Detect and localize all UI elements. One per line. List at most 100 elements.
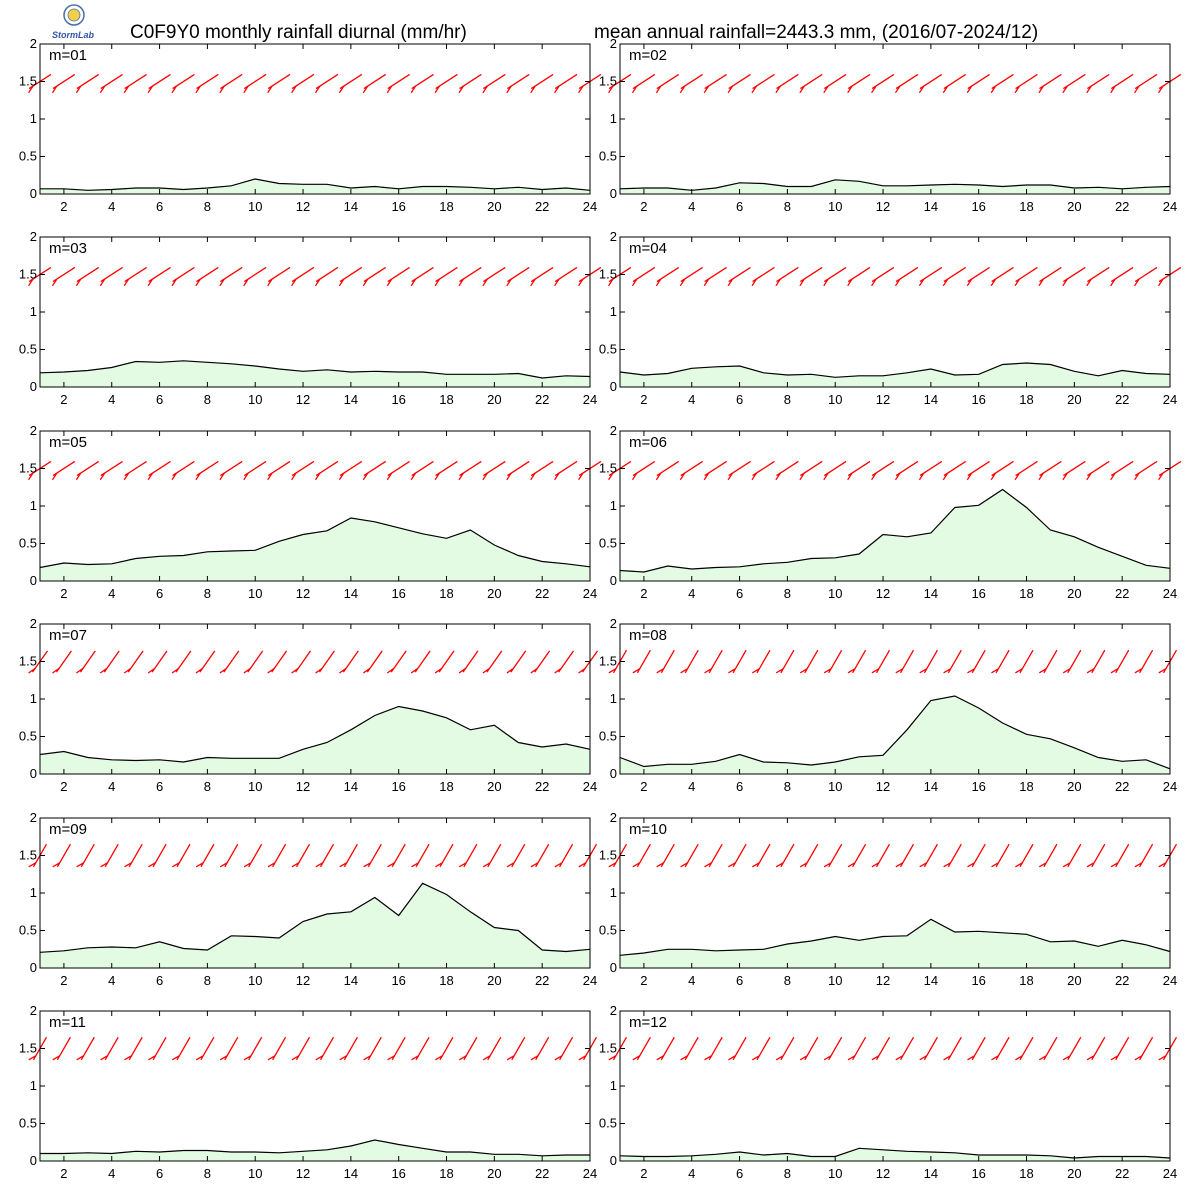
wind-barb-feather	[703, 85, 710, 94]
wind-barb	[679, 460, 703, 481]
wind-barb	[410, 650, 431, 674]
wind-barb	[338, 460, 363, 481]
wind-barb	[267, 460, 291, 481]
wind-barb-feather	[386, 667, 395, 674]
x-tick-label: 6	[156, 392, 163, 407]
wind-barb	[943, 843, 962, 868]
wind-barb-feather	[530, 1055, 539, 1061]
wind-barb	[1038, 843, 1058, 868]
x-tick-label: 6	[736, 779, 743, 794]
panel-11: 00.511.522 4 6 8 10 12 14 16 18 20 22 24m=11	[19, 1003, 597, 1181]
x-tick-label: 16	[971, 973, 985, 988]
x-tick-label: 6	[736, 392, 743, 407]
x-tick-label: 8	[204, 199, 211, 214]
y-tick-label: 1	[610, 498, 617, 513]
wind-barb-feather	[704, 862, 712, 868]
wind-barb	[410, 73, 434, 94]
x-tick-label: 22	[535, 392, 549, 407]
plot-frame	[39, 43, 591, 195]
wind-barb	[123, 460, 147, 481]
wind-barb-feather	[918, 472, 925, 481]
wind-barb-feather	[679, 472, 686, 481]
wind-barb	[991, 649, 1010, 674]
wind-barb	[656, 1036, 675, 1061]
wind-barb	[219, 266, 243, 287]
wind-barb-feather	[267, 862, 276, 868]
x-tick-label: 8	[784, 392, 791, 407]
wind-barb-feather	[171, 85, 177, 94]
wind-barb-feather	[1134, 862, 1143, 868]
wind-barb	[124, 1036, 143, 1061]
x-tick-label: 14	[344, 779, 358, 794]
y-tick-label: 0.5	[19, 342, 37, 357]
wind-barb	[243, 843, 263, 868]
plot-frame	[619, 236, 1171, 388]
x-tick-label: 20	[1067, 199, 1081, 214]
wind-barb-feather	[28, 472, 34, 481]
panel-label: m=10	[629, 821, 667, 838]
wind-barb-feather	[655, 472, 662, 481]
wind-barb-feather	[124, 862, 132, 868]
wind-barb	[655, 73, 680, 94]
wind-barb	[434, 650, 455, 674]
wind-barb-feather	[751, 85, 757, 94]
wind-barb-feather	[554, 862, 563, 868]
wind-barb-feather	[554, 1055, 563, 1061]
wind-barb-feather	[727, 278, 734, 287]
wind-barb-feather	[147, 667, 156, 674]
wind-barb	[847, 843, 867, 868]
wind-barb	[728, 843, 747, 868]
wind-barb	[434, 460, 458, 481]
wind-barb-feather	[578, 667, 586, 674]
wind-barb	[1062, 1036, 1082, 1061]
wind-barb	[895, 843, 915, 868]
wind-barb	[506, 650, 527, 674]
wind-barb	[847, 1036, 867, 1061]
wind-barb	[124, 843, 143, 868]
wind-barb	[1110, 460, 1134, 481]
wind-barb	[1038, 73, 1062, 94]
wind-barb-feather	[1062, 472, 1068, 481]
wind-barb	[1038, 1036, 1058, 1061]
panel-label: m=02	[629, 47, 667, 64]
wind-barb	[195, 843, 215, 868]
wind-barb	[100, 843, 119, 868]
wind-barb-feather	[458, 1055, 467, 1061]
x-tick-label: 20	[487, 586, 501, 601]
wind-barb-feather	[895, 668, 904, 674]
wind-barb	[267, 650, 288, 674]
wind-barb-feather	[632, 668, 641, 674]
panel-10: 00.511.522 4 6 8 10 12 14 16 18 20 22 24m=10	[599, 810, 1177, 988]
wind-barb	[990, 460, 1014, 481]
wind-barb-feather	[871, 1055, 880, 1061]
wind-barb	[823, 73, 847, 94]
wind-barb-feather	[76, 667, 84, 674]
wind-barb-feather	[799, 278, 805, 287]
wind-barb-feather	[847, 1055, 856, 1061]
y-tick-label: 2	[610, 810, 617, 825]
x-tick-label: 18	[1019, 779, 1033, 794]
y-tick-label: 1.5	[19, 654, 37, 669]
x-tick-label: 24	[583, 586, 597, 601]
rain-line	[619, 488, 1171, 573]
x-tick-label: 8	[204, 973, 211, 988]
x-tick-label: 20	[1067, 586, 1081, 601]
wind-barb	[1014, 460, 1038, 481]
wind-barb	[195, 1036, 215, 1061]
wind-barb-feather	[530, 862, 539, 868]
wind-barb	[458, 266, 482, 287]
y-tick-label: 0.5	[19, 1116, 37, 1131]
wind-barb	[799, 649, 819, 674]
wind-barb-feather	[894, 278, 901, 287]
y-tick-label: 0	[610, 379, 617, 394]
wind-barb	[386, 73, 410, 94]
y-tick-label: 2	[30, 423, 37, 438]
wind-barb	[799, 460, 823, 481]
wind-barb	[775, 266, 799, 287]
plot-frame	[619, 43, 1171, 195]
wind-barb	[530, 650, 551, 674]
wind-barb-feather	[314, 85, 321, 94]
wind-barb-feather	[703, 472, 710, 481]
wind-barb-feather	[799, 85, 805, 94]
